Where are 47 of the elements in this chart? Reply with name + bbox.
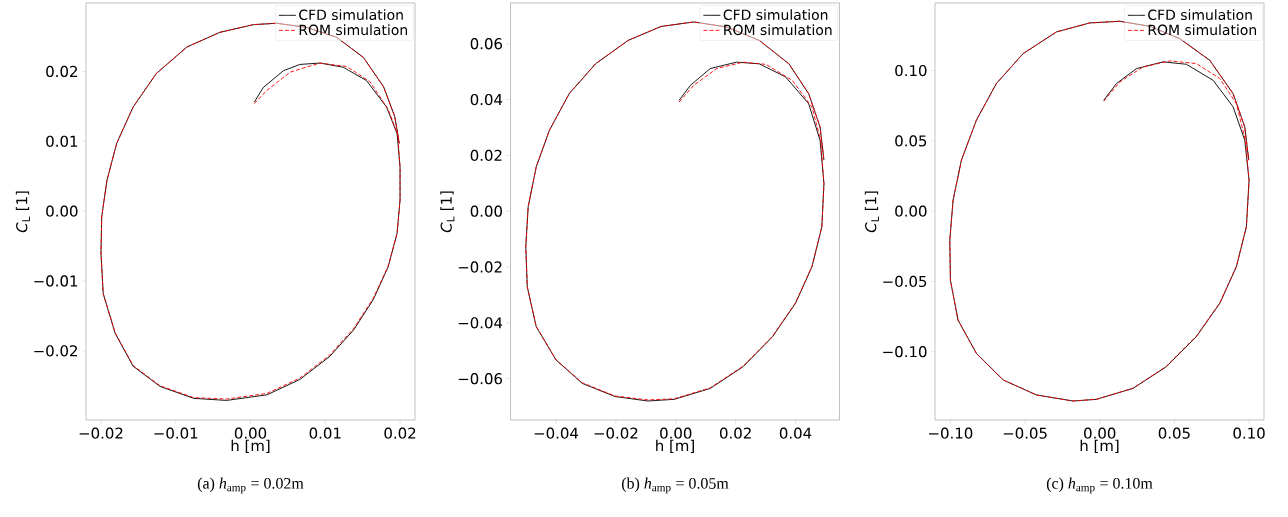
y-tick-label: −0.05 bbox=[883, 275, 927, 288]
y-tick-label: 0.04 bbox=[470, 93, 503, 106]
y-axis-title: C$_{L}$ [1] bbox=[440, 191, 455, 233]
x-tick-label: 0.00 bbox=[660, 427, 692, 439]
legend-label: CFD simulation bbox=[723, 9, 828, 21]
legend-label: CFD simulation bbox=[1148, 9, 1252, 21]
x-tick-label: 0.05 bbox=[1158, 427, 1190, 439]
y-axis-title: C$_{L}$ [1] bbox=[15, 191, 30, 233]
y-tick-label: −0.02 bbox=[458, 261, 502, 273]
x-tick-label: −0.01 bbox=[154, 427, 198, 439]
text: (a) h$_{amp}$ = 0.02m bbox=[197, 477, 304, 494]
x-axis-title: h [m] bbox=[231, 439, 270, 453]
x-tick-label: −0.04 bbox=[534, 427, 579, 439]
y-axis-title: C$_{L}$ [1] bbox=[864, 191, 879, 233]
y-tick-label: 0.01 bbox=[46, 135, 78, 147]
y-tick-label: 0.00 bbox=[46, 205, 78, 217]
legend-label: ROM simulation bbox=[1148, 24, 1256, 36]
y-tick-label: 0.02 bbox=[470, 149, 502, 162]
y-tick-label: −0.04 bbox=[458, 317, 503, 329]
y-tick-label: −0.02 bbox=[34, 345, 77, 357]
legend-label: ROM simulation bbox=[724, 24, 832, 36]
y-tick-label: −0.10 bbox=[883, 346, 927, 358]
y-tick-label: 0.10 bbox=[895, 64, 927, 77]
y-tick-label: −0.06 bbox=[458, 373, 503, 385]
y-tick-label: −0.01 bbox=[34, 275, 78, 287]
x-axis-title: h [m] bbox=[1080, 439, 1119, 453]
y-tick-label: 0.02 bbox=[46, 65, 77, 78]
x-tick-label: 0.02 bbox=[719, 427, 751, 439]
y-tick-label: 0.00 bbox=[895, 205, 927, 217]
y-tick-label: 0.06 bbox=[470, 38, 503, 50]
x-tick-label: −0.02 bbox=[79, 427, 123, 439]
text: (b) h$_{amp}$ = 0.05m bbox=[621, 477, 729, 494]
x-tick-label: −0.05 bbox=[1003, 427, 1047, 439]
legend-label: CFD simulation bbox=[299, 9, 403, 21]
legend-label: ROM simulation bbox=[299, 24, 407, 36]
x-tick-label: −0.10 bbox=[929, 427, 973, 439]
y-tick-label: 0.05 bbox=[895, 135, 927, 147]
x-tick-label: −0.02 bbox=[594, 427, 638, 439]
x-tick-label: 0.04 bbox=[779, 427, 812, 439]
x-tick-label: 0.00 bbox=[1084, 427, 1116, 439]
x-tick-label: 0.00 bbox=[234, 427, 267, 439]
x-tick-label: 0.01 bbox=[309, 427, 341, 439]
text: (c) h$_{amp}$ = 0.10m bbox=[1046, 477, 1153, 494]
x-tick-label: 0.10 bbox=[1233, 427, 1265, 439]
x-tick-label: 0.02 bbox=[384, 427, 416, 439]
x-axis-title: h [m] bbox=[656, 439, 694, 453]
y-tick-label: 0.00 bbox=[470, 205, 502, 217]
